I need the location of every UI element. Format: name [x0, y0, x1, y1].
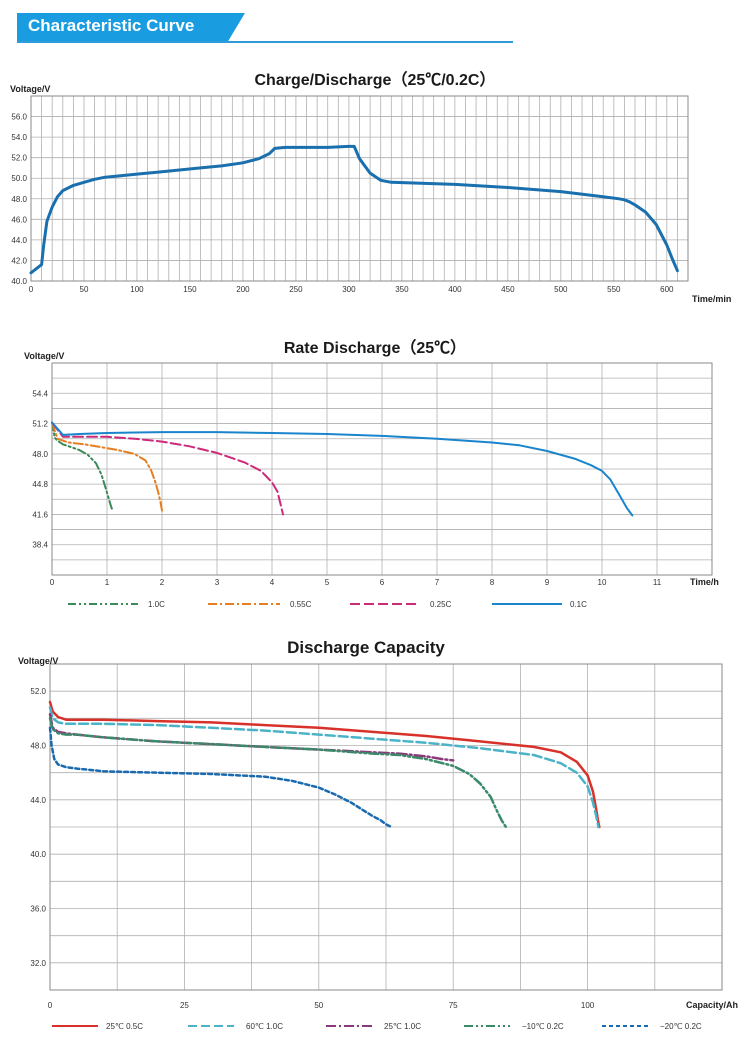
- x-tick-label: 7: [435, 578, 440, 587]
- section-banner-tail: [227, 13, 245, 43]
- x-tick-label: 100: [581, 1001, 595, 1010]
- x-tick-label: 600: [660, 285, 674, 294]
- x-tick-label: 150: [183, 285, 197, 294]
- x-axis-label: Capacity/Ah: [686, 1000, 738, 1010]
- series-line: [29, 144, 679, 275]
- y-tick-label: 51.2: [32, 420, 48, 429]
- x-tick-label: 9: [545, 578, 550, 587]
- y-tick-label: 56.0: [11, 113, 27, 122]
- y-tick-label: 41.6: [32, 510, 48, 519]
- x-tick-label: 250: [289, 285, 303, 294]
- y-tick-label: 44.8: [32, 480, 48, 489]
- y-tick-label: 40.0: [30, 850, 46, 859]
- y-tick-label: 40.0: [11, 277, 27, 286]
- legend-label: 60℃ 1.0C: [246, 1022, 283, 1031]
- x-tick-label: 200: [236, 285, 250, 294]
- chart-title: Charge/Discharge（25℃/0.2C）: [255, 71, 496, 89]
- y-tick-label: 36.0: [30, 905, 46, 914]
- x-tick-label: 50: [314, 1001, 323, 1010]
- legend-label: 1.0C: [148, 600, 165, 609]
- legend-label: 0.25C: [430, 600, 452, 609]
- plot-frame: [49, 663, 723, 991]
- x-tick-label: 350: [395, 285, 409, 294]
- x-tick-label: 11: [653, 578, 662, 587]
- x-tick-label: 6: [380, 578, 385, 587]
- x-tick-label: 25: [180, 1001, 189, 1010]
- series-line: [51, 421, 634, 517]
- y-tick-label: 48.0: [32, 450, 48, 459]
- x-tick-label: 0: [48, 1001, 53, 1010]
- y-tick-label: 54.0: [11, 133, 27, 142]
- legend-label: −10℃ 0.2C: [522, 1022, 564, 1031]
- y-tick-label: 52.0: [30, 687, 46, 696]
- y-tick-label: 48.0: [30, 742, 46, 751]
- y-tick-label: 32.0: [30, 959, 46, 968]
- x-tick-label: 75: [449, 1001, 458, 1010]
- series-line: [48, 706, 600, 829]
- plot-frame: [51, 362, 713, 576]
- x-tick-label: 100: [130, 285, 144, 294]
- series-line: [51, 421, 114, 512]
- x-tick-label: 300: [342, 285, 356, 294]
- x-tick-label: 0: [29, 285, 34, 294]
- y-tick-label: 42.0: [11, 256, 27, 265]
- y-tick-label: 44.0: [11, 236, 27, 245]
- x-tick-label: 0: [50, 578, 55, 587]
- series-line: [48, 717, 508, 829]
- legend-label: −20℃ 0.2C: [660, 1022, 702, 1031]
- x-tick-label: 400: [448, 285, 462, 294]
- x-tick-label: 8: [490, 578, 495, 587]
- legend-label: 0.55C: [290, 600, 312, 609]
- x-tick-label: 1: [105, 578, 110, 587]
- y-tick-label: 54.4: [32, 389, 48, 398]
- section-underline: [17, 41, 513, 43]
- series-line: [51, 421, 163, 512]
- legend-label: 25℃ 1.0C: [384, 1022, 421, 1031]
- legend-label: 25℃ 0.5C: [106, 1022, 143, 1031]
- x-tick-label: 500: [554, 285, 568, 294]
- x-tick-label: 450: [501, 285, 515, 294]
- plot-frame: [30, 95, 689, 282]
- x-tick-label: 5: [325, 578, 330, 587]
- chart-title: Rate Discharge（25℃）: [284, 339, 466, 357]
- series-line: [48, 726, 393, 829]
- x-tick-label: 3: [215, 578, 220, 587]
- section-title: Characteristic Curve: [28, 16, 195, 35]
- x-tick-label: 2: [160, 578, 165, 587]
- y-tick-label: 46.0: [11, 215, 27, 224]
- x-tick-label: 550: [607, 285, 621, 294]
- x-axis-label: Time/h: [690, 577, 719, 587]
- series-line: [51, 421, 284, 516]
- y-tick-label: 52.0: [11, 154, 27, 163]
- y-axis-label: Voltage/V: [10, 84, 50, 94]
- y-tick-label: 38.4: [32, 541, 48, 550]
- series-line: [48, 700, 601, 829]
- legend-label: 0.1C: [570, 600, 587, 609]
- chart-title: Discharge Capacity: [287, 638, 445, 657]
- x-tick-label: 10: [598, 578, 607, 587]
- y-tick-label: 44.0: [30, 796, 46, 805]
- y-axis-label: Voltage/V: [24, 351, 64, 361]
- x-tick-label: 4: [270, 578, 275, 587]
- x-tick-label: 50: [80, 285, 89, 294]
- y-axis-label: Voltage/V: [18, 656, 58, 666]
- section-banner: [17, 13, 227, 43]
- y-tick-label: 50.0: [11, 174, 27, 183]
- y-tick-label: 48.0: [11, 195, 27, 204]
- x-axis-label: Time/min: [692, 294, 731, 304]
